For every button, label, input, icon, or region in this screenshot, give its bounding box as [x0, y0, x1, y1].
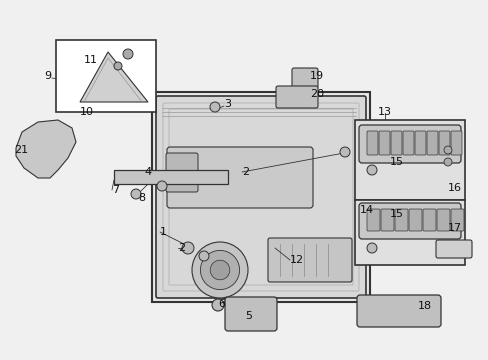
Text: 14: 14	[359, 205, 373, 215]
Circle shape	[210, 260, 229, 280]
FancyBboxPatch shape	[224, 297, 276, 331]
FancyBboxPatch shape	[356, 295, 440, 327]
FancyBboxPatch shape	[426, 131, 437, 155]
Circle shape	[192, 242, 247, 298]
FancyBboxPatch shape	[358, 203, 460, 239]
Text: 3: 3	[224, 99, 230, 109]
FancyBboxPatch shape	[275, 86, 317, 108]
FancyBboxPatch shape	[394, 209, 407, 231]
FancyBboxPatch shape	[358, 125, 460, 163]
Text: 6: 6	[218, 299, 224, 309]
Text: 7: 7	[112, 185, 119, 195]
FancyBboxPatch shape	[156, 96, 365, 298]
FancyBboxPatch shape	[291, 68, 317, 88]
Bar	[152, 92, 369, 302]
Text: 18: 18	[417, 301, 431, 311]
FancyBboxPatch shape	[378, 131, 389, 155]
Circle shape	[366, 243, 376, 253]
Circle shape	[366, 165, 376, 175]
Text: 1: 1	[160, 227, 167, 237]
Text: 2: 2	[178, 243, 185, 253]
Text: 10: 10	[80, 107, 94, 117]
Bar	[354, 200, 464, 265]
Text: 19: 19	[309, 71, 324, 81]
FancyBboxPatch shape	[402, 131, 413, 155]
FancyBboxPatch shape	[450, 209, 463, 231]
Text: 15: 15	[389, 209, 403, 219]
Text: 9: 9	[44, 71, 51, 81]
Polygon shape	[16, 120, 76, 178]
FancyBboxPatch shape	[438, 131, 449, 155]
FancyBboxPatch shape	[435, 240, 471, 258]
Text: 13: 13	[377, 107, 391, 117]
Circle shape	[443, 158, 451, 166]
Text: 15: 15	[389, 157, 403, 167]
FancyBboxPatch shape	[390, 131, 401, 155]
Circle shape	[339, 147, 349, 157]
Circle shape	[209, 102, 220, 112]
FancyBboxPatch shape	[167, 147, 312, 208]
Text: 16: 16	[447, 183, 461, 193]
Circle shape	[157, 181, 167, 191]
Bar	[56, 40, 156, 112]
Circle shape	[114, 62, 122, 70]
FancyBboxPatch shape	[408, 209, 421, 231]
Text: 2: 2	[242, 167, 248, 177]
Text: 20: 20	[309, 89, 324, 99]
FancyBboxPatch shape	[267, 238, 351, 282]
Text: 5: 5	[244, 311, 251, 321]
Text: 11: 11	[84, 55, 98, 65]
FancyBboxPatch shape	[414, 131, 425, 155]
Text: 21: 21	[14, 145, 28, 155]
Circle shape	[131, 189, 141, 199]
FancyBboxPatch shape	[380, 209, 393, 231]
Circle shape	[182, 242, 194, 254]
Polygon shape	[80, 52, 148, 102]
Circle shape	[199, 251, 208, 261]
Circle shape	[123, 49, 133, 59]
Text: 12: 12	[289, 255, 304, 265]
FancyBboxPatch shape	[165, 153, 198, 192]
Circle shape	[443, 146, 451, 154]
Circle shape	[212, 299, 224, 311]
FancyBboxPatch shape	[366, 131, 377, 155]
Text: 17: 17	[447, 223, 461, 233]
FancyBboxPatch shape	[422, 209, 435, 231]
Bar	[354, 120, 464, 200]
Text: 8: 8	[138, 193, 145, 203]
Bar	[114, 170, 227, 184]
Circle shape	[200, 251, 239, 289]
FancyBboxPatch shape	[450, 131, 461, 155]
FancyBboxPatch shape	[436, 209, 449, 231]
Text: 4: 4	[143, 167, 151, 177]
FancyBboxPatch shape	[366, 209, 379, 231]
